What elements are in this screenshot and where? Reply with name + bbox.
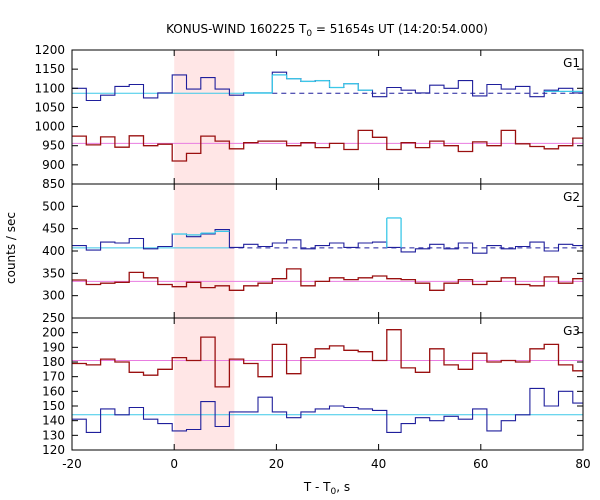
trigger-highlight-band [174, 50, 235, 450]
x-tick-label: 60 [473, 457, 488, 471]
y-tick-label: 1050 [34, 100, 65, 114]
y-tick-label: 900 [42, 158, 65, 172]
x-tick-label: -20 [62, 457, 82, 471]
y-tick-label: 140 [42, 414, 65, 428]
x-tick-label: 20 [269, 457, 284, 471]
y-tick-label: 1150 [34, 62, 65, 76]
red-series-step [72, 129, 583, 162]
panel-frame [71, 183, 584, 319]
y-tick-label: 150 [42, 399, 65, 413]
y-tick-label: 170 [42, 370, 65, 384]
y-tick-label: 1100 [34, 81, 65, 95]
y-tick-label: 950 [42, 139, 65, 153]
y-tick-label: 350 [42, 266, 65, 280]
panel-frame [71, 49, 584, 185]
blue-series-step [72, 387, 583, 433]
x-tick-label: 0 [170, 457, 178, 471]
panel-label: G2 [563, 190, 580, 204]
y-axis-label: counts / sec [4, 212, 18, 284]
x-tick-label: 80 [575, 457, 590, 471]
y-tick-label: 300 [42, 289, 65, 303]
y-tick-label: 1000 [34, 120, 65, 134]
red-series-step [72, 329, 583, 388]
y-tick-label: 250 [42, 311, 65, 325]
red-series-step [72, 268, 583, 291]
x-axis-label: T - T0, s [303, 480, 350, 497]
x-tick-label: 40 [371, 457, 386, 471]
y-tick-label: 200 [42, 326, 65, 340]
panel-g2: 250 300 350 400 450 500 G2 [42, 183, 584, 325]
panel-g1: 850 900 950 1000 1050 1100 1150 1200 G1 [34, 43, 584, 191]
y-tick-label: 500 [42, 199, 65, 213]
plot-area: 85090095010001050110011501200G1250300350… [34, 43, 590, 471]
y-tick-label: 190 [42, 340, 65, 354]
y-tick-label: 450 [42, 222, 65, 236]
panel-label: G1 [563, 56, 580, 70]
y-tick-label: 160 [42, 384, 65, 398]
blue-series-step [72, 71, 583, 102]
panel-frame [71, 317, 584, 451]
chart-title: KONUS-WIND 160225 T0 = 51654s UT (14:20:… [166, 22, 488, 39]
y-tick-label: 180 [42, 355, 65, 369]
y-tick-label: 120 [42, 443, 65, 457]
y-tick-label: 400 [42, 244, 65, 258]
y-tick-label: 130 [42, 428, 65, 442]
y-tick-label: 1200 [34, 43, 65, 57]
y-tick-label: 850 [42, 177, 65, 191]
panel-label: G3 [563, 324, 580, 338]
blue-series-step [72, 229, 583, 254]
